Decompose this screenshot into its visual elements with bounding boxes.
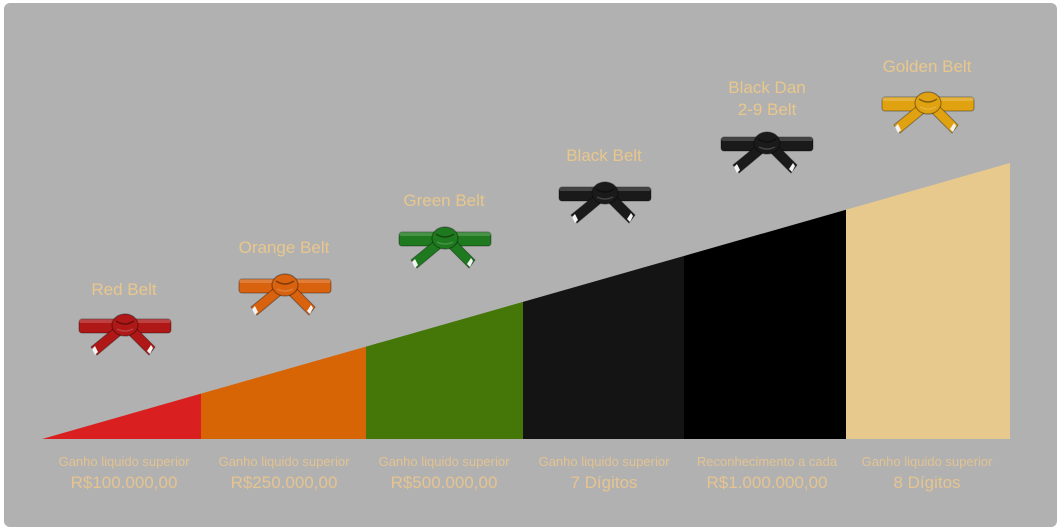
- caption-orange-line2: R$250.000,00: [230, 473, 338, 492]
- caption-black-line2: 7 Dígitos: [570, 473, 638, 492]
- caption-green: Ganho liquido superior R$500.000,00: [364, 453, 524, 495]
- caption-black-dan-line1: Reconhecimento a cada: [696, 454, 838, 469]
- belt-icon-black: [558, 181, 652, 224]
- caption-red-line1: Ganho liquido superior: [58, 454, 190, 469]
- belt-title-black-dan: Black Dan 2-9 Belt: [728, 78, 806, 119]
- ramp-segment-golden: [846, 163, 1010, 439]
- belt-title-golden: Golden Belt: [882, 57, 972, 76]
- caption-black-dan-line2: R$1.000.000,00: [706, 473, 828, 492]
- belt-icon-orange: [238, 273, 332, 316]
- caption-red-line2: R$100.000,00: [70, 473, 178, 492]
- belt-title-green: Green Belt: [403, 191, 485, 210]
- ramp-segment-black: [523, 255, 684, 439]
- caption-golden-line2: 8 Dígitos: [893, 473, 961, 492]
- caption-orange: Ganho liquido superior R$250.000,00: [204, 453, 364, 495]
- belt-icon-green: [398, 226, 492, 269]
- belt-title-orange: Orange Belt: [238, 238, 330, 257]
- belt-icon-black-dan: [720, 131, 814, 174]
- caption-orange-line1: Ganho liquido superior: [218, 454, 350, 469]
- ramp-segment-black-dan: [684, 209, 846, 439]
- belt-icon-golden: [881, 91, 975, 134]
- caption-golden: Ganho liquido superior 8 Dígitos: [847, 453, 1007, 495]
- caption-black-line1: Ganho liquido superior: [538, 454, 670, 469]
- caption-black-dan: Reconhecimento a cada R$1.000.000,00: [687, 453, 847, 495]
- belt-title-red: Red Belt: [91, 280, 157, 299]
- ramp-segment-green: [366, 301, 523, 439]
- belt-ranking-panel: Red Belt Orange Belt Green Belt Black Be…: [4, 3, 1057, 527]
- caption-green-line2: R$500.000,00: [390, 473, 498, 492]
- caption-green-line1: Ganho liquido superior: [378, 454, 510, 469]
- ramp-segment-red: [42, 393, 201, 439]
- caption-red: Ganho liquido superior R$100.000,00: [44, 453, 204, 495]
- belt-icon-red: [78, 313, 172, 356]
- ramp-segment-orange: [201, 346, 366, 439]
- caption-black: Ganho liquido superior 7 Dígitos: [524, 453, 684, 495]
- belt-title-black: Black Belt: [566, 146, 642, 165]
- caption-golden-line1: Ganho liquido superior: [861, 454, 993, 469]
- ramp-diagram: [42, 91, 1010, 439]
